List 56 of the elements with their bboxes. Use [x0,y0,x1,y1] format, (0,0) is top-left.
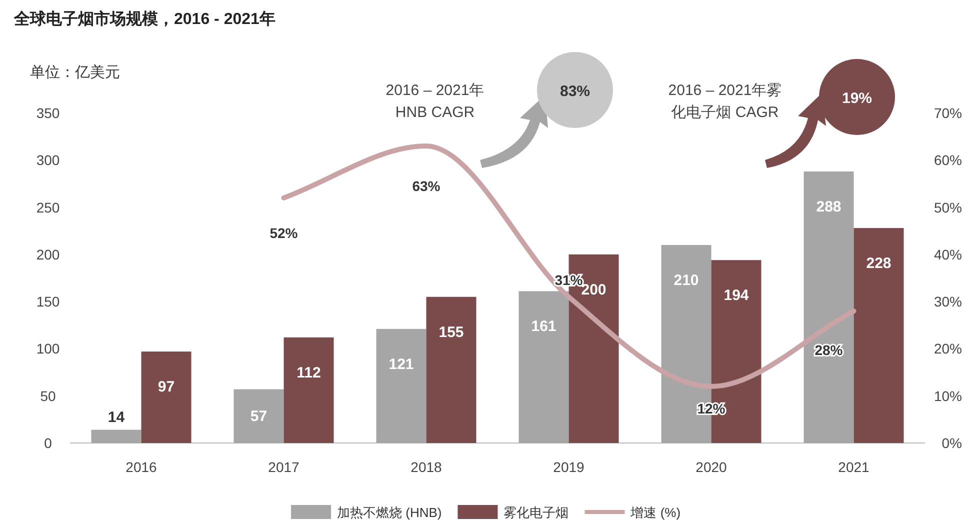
data-label: 52% [270,224,298,241]
y-tick-label: 100 [36,340,60,357]
data-label: 28% [814,342,844,358]
y2-tick-label: 0% [942,435,962,451]
y2-tick-label: 20% [934,340,962,357]
bar [284,337,334,443]
x-tick-label: 2017 [268,459,300,475]
annotation: 2016 – 2021年 HNB CAGR [386,82,484,121]
data-label: 63% [412,178,441,194]
data-label: 200 [581,281,606,298]
bar [376,328,426,443]
y2-tick-label: 10% [934,388,962,404]
y-tick-label: 350 [36,105,60,121]
bar [91,430,142,443]
x-tick-label: 2020 [696,459,728,475]
annotation: 2016 – 2021年雾化电子烟 CAGR [668,82,782,121]
y-tick-label: 250 [36,199,60,216]
y-tick-label: 50 [40,388,56,404]
y-tick-label: 0 [44,435,52,451]
y2-tick-label: 50% [934,199,962,216]
data-label: 14 [108,408,126,426]
y-tick-label: 150 [36,294,60,310]
y-axis-title: 单位：亿美元 [30,64,120,81]
data-label: 288 [816,198,842,216]
bar [854,228,904,443]
data-label: 12% [697,400,726,416]
y-tick-label: 300 [36,152,60,168]
data-label: 112 [296,364,321,382]
y2-tick-label: 60% [934,152,962,168]
bar [141,352,192,443]
bar [518,291,569,443]
bar [804,171,854,443]
data-label: 210 [674,272,699,289]
data-label: 97 [158,378,175,396]
y-tick-label: 200 [36,246,60,262]
legend-label: 雾化电子烟 [504,505,569,520]
y2-tick-label: 40% [934,246,962,262]
data-label: 228 [866,255,892,272]
data-label: 194 [724,287,750,304]
data-label: 155 [438,324,464,341]
x-tick-label: 2018 [410,459,442,475]
data-label: 161 [531,318,556,336]
text: 83% [560,83,590,100]
text: 19% [842,90,872,107]
y2-tick-label: 30% [934,294,962,310]
chart-title: 全球电子烟市场规模，2016 - 2021年 [13,10,276,28]
y2-tick-label: 70% [934,105,962,121]
legend-label: 增速 (%) [630,505,681,520]
bar [426,296,476,443]
data-label: 57 [250,408,268,426]
bar [234,389,284,443]
x-tick-label: 2019 [553,459,585,475]
x-tick-label: 2021 [838,459,870,475]
x-tick-label: 2016 [126,459,158,475]
legend-label: 加热不燃烧 (HNB) [337,505,442,520]
data-label: 121 [388,356,414,373]
